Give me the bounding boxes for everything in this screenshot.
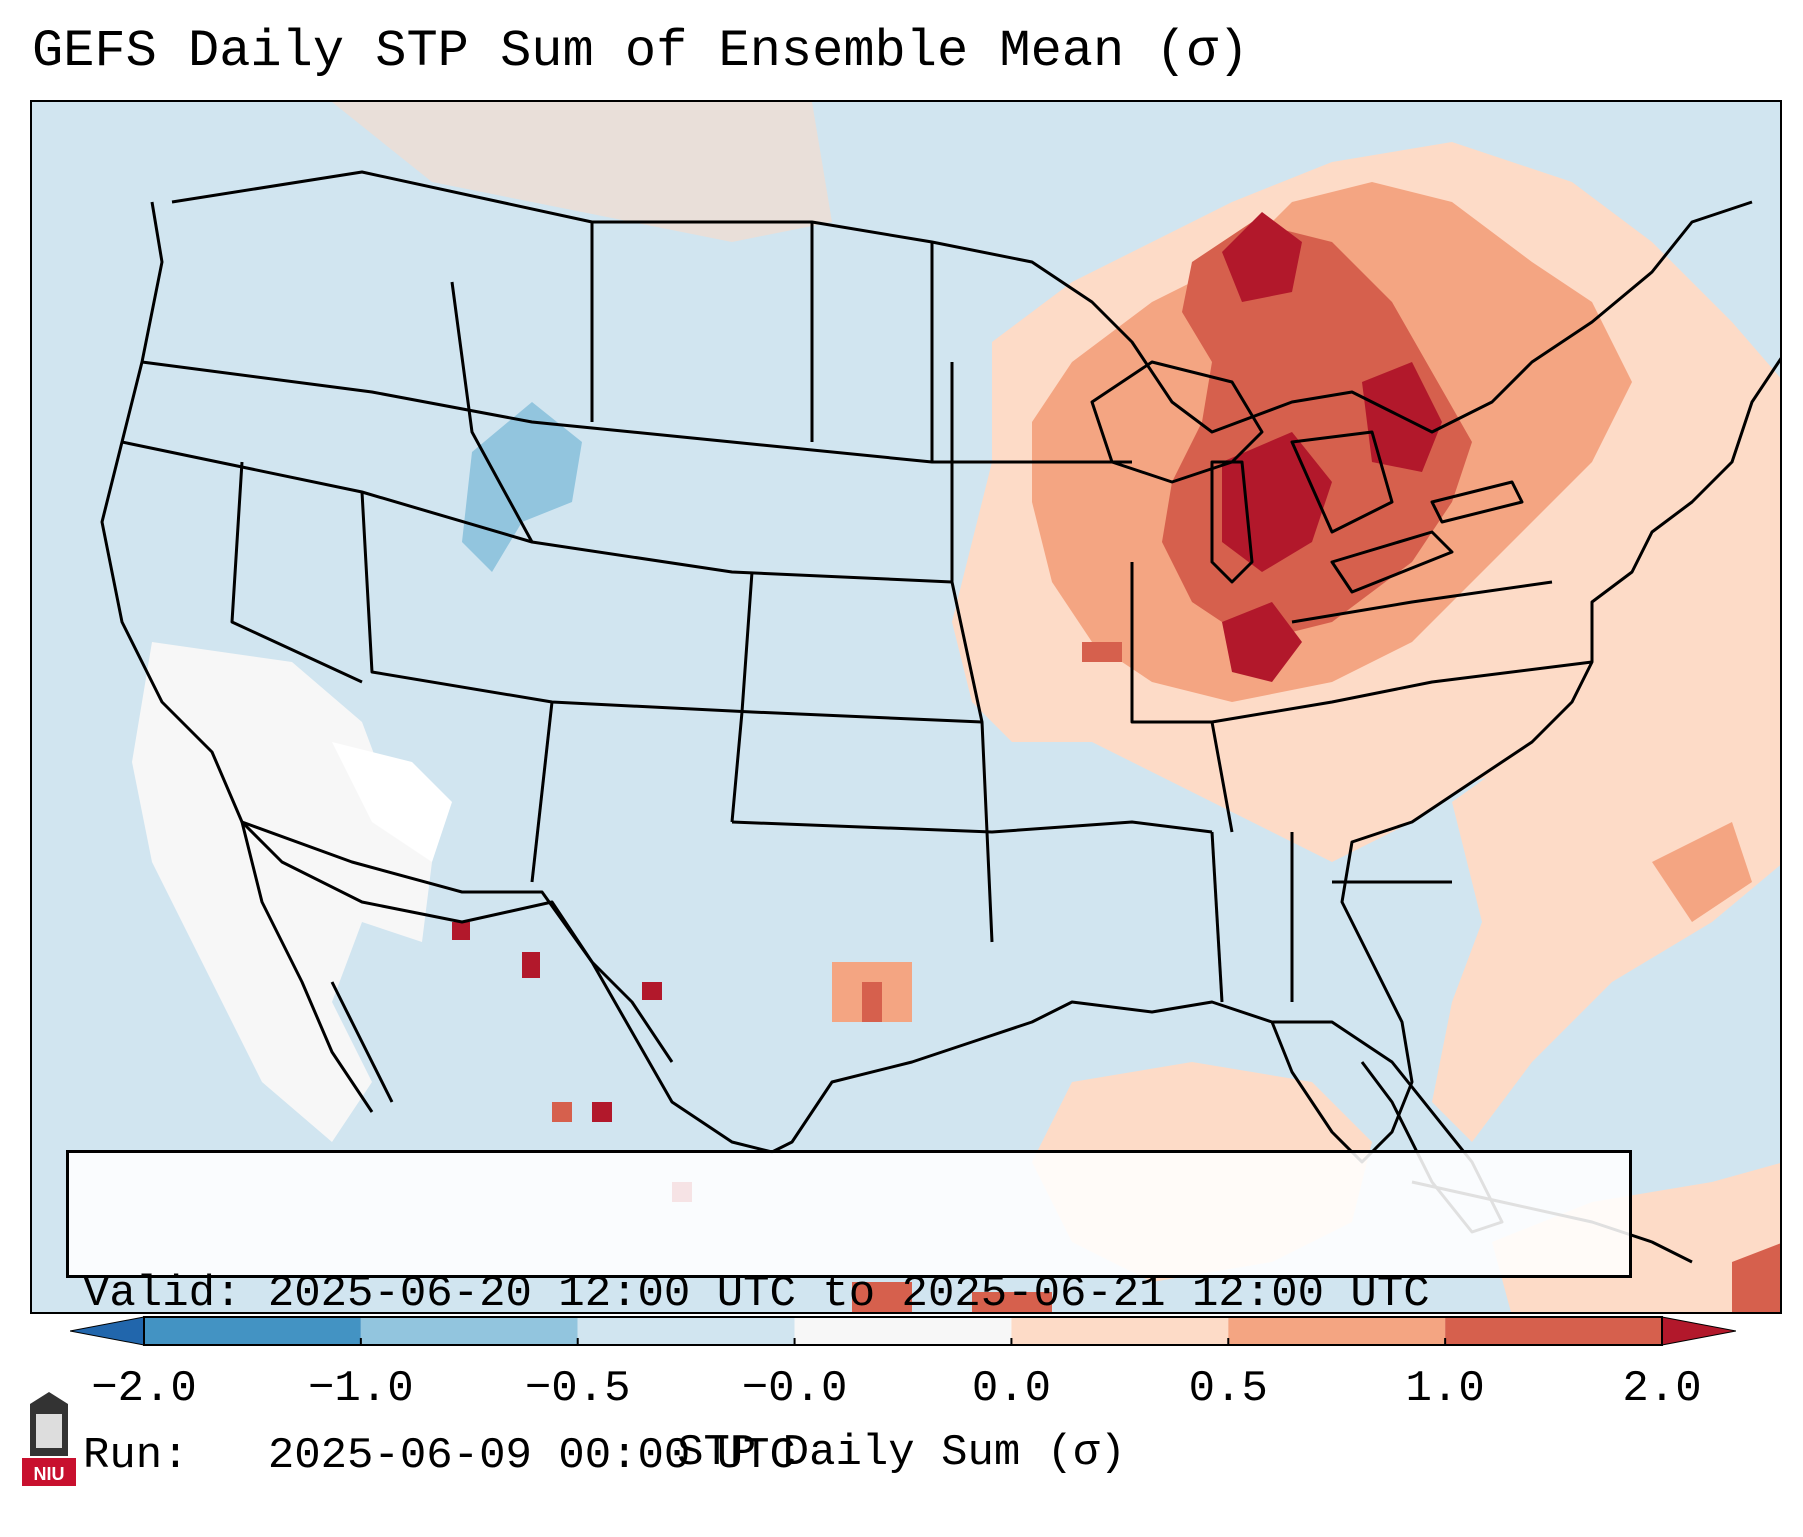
anomaly-core-indiana (1222, 602, 1302, 682)
colorbar-tick-label: −0.5 (524, 1364, 631, 1414)
gulf-of-california (330, 981, 394, 1103)
anomaly-area-atlantic-orange (1652, 822, 1752, 922)
niu-logo: NIU (22, 1392, 76, 1486)
anomaly-cell (852, 1282, 912, 1312)
chart-title: GEFS Daily STP Sum of Ensemble Mean (σ) (32, 22, 1249, 81)
lake-michigan (1210, 460, 1254, 584)
lake-erie (1330, 530, 1454, 594)
lake-superior (1090, 360, 1264, 484)
colorbar-bin (577, 1317, 795, 1345)
logo-text: NIU (34, 1464, 65, 1484)
colorbar-outline (143, 1316, 1663, 1346)
lake-ontario (1430, 480, 1524, 524)
colorbar-extend-low (70, 1316, 145, 1346)
state-line (230, 461, 363, 684)
anomaly-cell (592, 1102, 612, 1122)
state-line (1130, 562, 1234, 833)
valid-line: Valid: 2025-06-20 12:00 UTC to 2025-06-2… (83, 1267, 1615, 1321)
colorbar-bin (794, 1317, 1012, 1345)
run-label: Run: (83, 1431, 189, 1481)
state-boundaries (100, 170, 1780, 1264)
colorbar-bin (360, 1317, 578, 1345)
validity-info-box: Valid: 2025-06-20 12:00 UTC to 2025-06-2… (66, 1150, 1632, 1481)
state-line (1211, 660, 1593, 724)
state-line (1210, 831, 1224, 1003)
valid-value: 2025-06-20 12:00 UTC to 2025-06-21 12:00… (267, 1269, 1430, 1319)
colorbar-tick-label: 0.0 (971, 1364, 1052, 1414)
anomaly-cell (452, 922, 470, 940)
anomaly-core-caribbean (1732, 1243, 1780, 1312)
anomaly-core-north (1222, 212, 1302, 302)
colorbar-bin (1228, 1317, 1446, 1345)
anomaly-cell (1082, 642, 1122, 662)
anomaly-area-atlantic (1432, 565, 1780, 1142)
valid-label: Valid: (83, 1269, 242, 1319)
anomaly-area-canada-prairies (332, 102, 832, 242)
lake-huron (1290, 430, 1394, 534)
baja-coast (240, 821, 374, 1113)
state-line (1291, 580, 1553, 624)
state-line (530, 701, 554, 883)
map-canvas (32, 102, 1780, 1312)
state-line (141, 360, 1132, 464)
anomaly-cell (862, 982, 882, 1022)
coastline-outline (100, 201, 1780, 1164)
colorbar-bin (1011, 1317, 1229, 1345)
state-line (450, 281, 534, 543)
colorbar-label: STP Daily Sum (σ) (677, 1428, 1126, 1478)
colorbar-extend-high (1661, 1316, 1736, 1346)
state-line (731, 820, 1213, 834)
colorbar (70, 1316, 1736, 1346)
anomaly-cell (552, 1102, 572, 1122)
run-value: 2025-06-09 00:00 UTC (267, 1431, 796, 1481)
colorbar-tick-label: −2.0 (91, 1364, 197, 1414)
map-panel[interactable] (30, 100, 1782, 1314)
state-line (730, 571, 754, 823)
colorbar-tick-label: 1.0 (1405, 1364, 1485, 1414)
colorbar-bin (144, 1317, 361, 1345)
mexico-border (241, 820, 674, 1063)
colorbar-bin (1445, 1317, 1662, 1345)
colorbar-tick-label: −0.0 (741, 1364, 848, 1414)
anomaly-cell (522, 952, 540, 978)
anomaly-area-nevada (332, 742, 452, 862)
colorbar-tick-label: 0.5 (1188, 1364, 1268, 1414)
colorbar-tick-label: 2.0 (1622, 1364, 1702, 1414)
run-line: Run: 2025-06-09 00:00 UTC (83, 1429, 1615, 1483)
anomaly-cell (642, 982, 662, 1000)
colorbar-tick-label: −1.0 (308, 1364, 414, 1414)
logo-window (36, 1414, 62, 1448)
logo-banner (22, 1458, 76, 1486)
anomaly-cell (972, 1292, 1052, 1312)
